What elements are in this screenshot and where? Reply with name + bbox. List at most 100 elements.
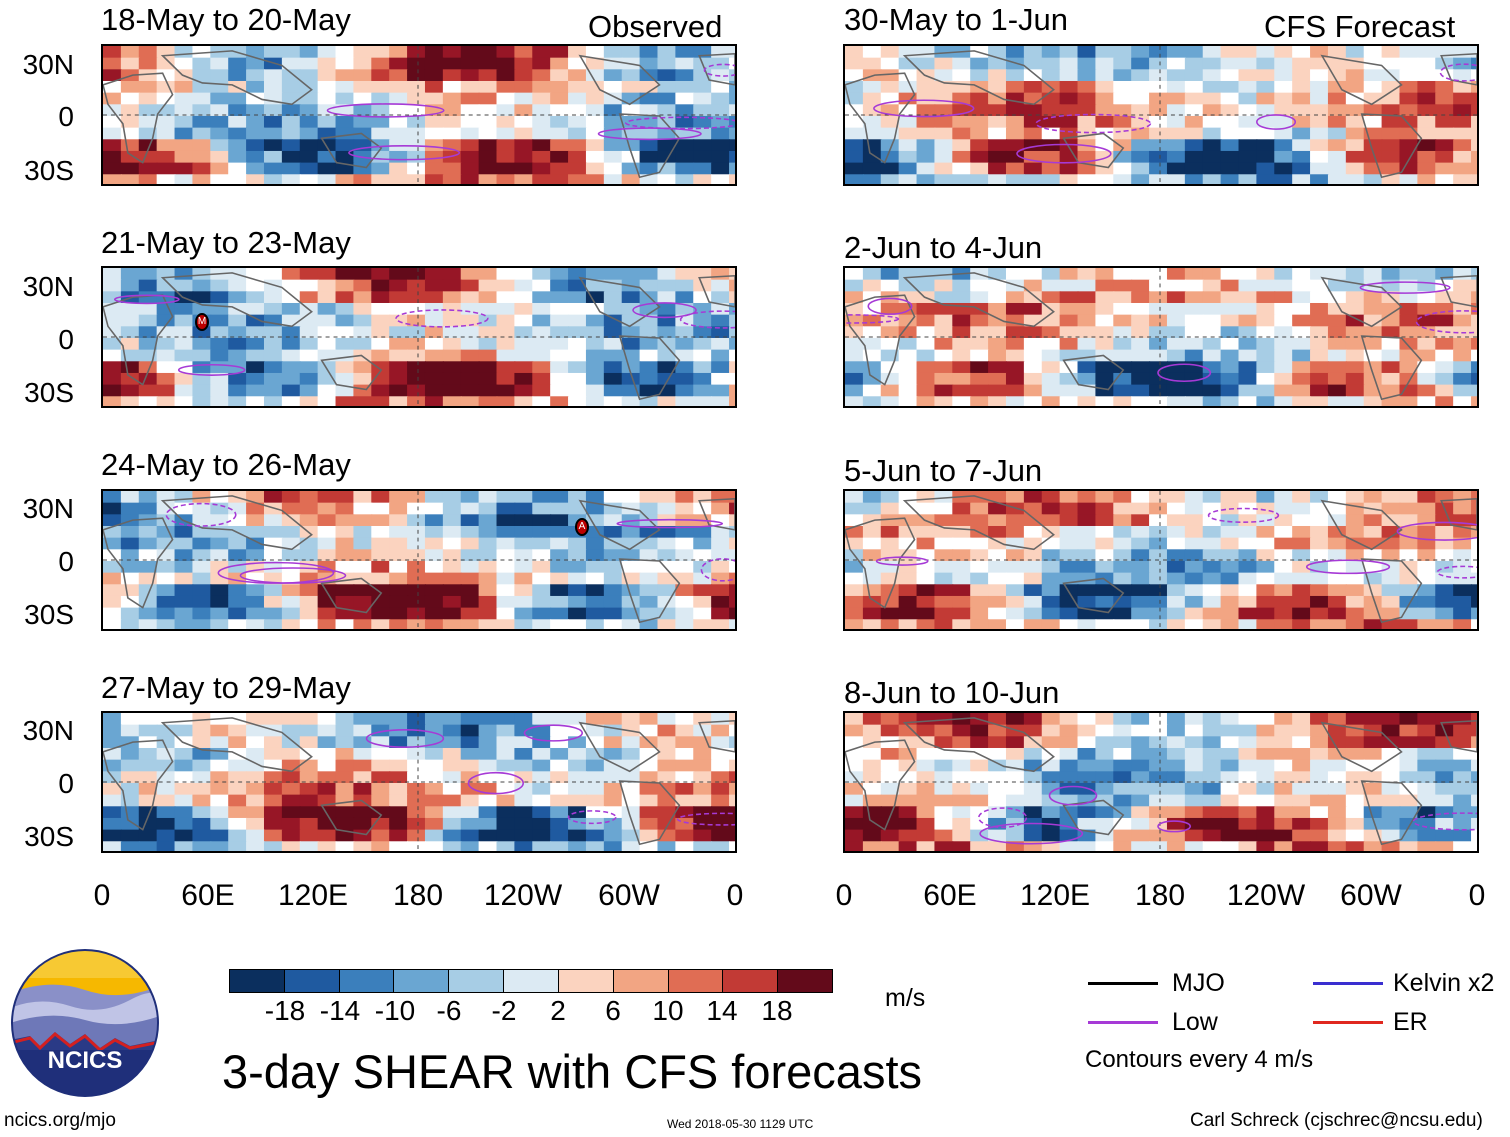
shear-cell (174, 57, 194, 71)
shear-cell (442, 115, 462, 129)
shear-cell (1184, 104, 1204, 117)
colorbar-tick: 14 (706, 995, 738, 1026)
shear-cell (657, 174, 677, 184)
shear-cell (1005, 268, 1025, 281)
shear-cell (460, 337, 480, 351)
shear-cell (1113, 92, 1133, 106)
shear-cell (1399, 829, 1419, 843)
shear-cell (898, 46, 918, 59)
shear-cell (657, 771, 677, 784)
shear-cell (299, 607, 319, 621)
shear-cell (228, 326, 248, 339)
shear-cell (568, 396, 587, 406)
shear-cell (934, 162, 954, 176)
shear-cell (192, 782, 212, 796)
shear-cell (371, 514, 391, 527)
shear-cell (1113, 502, 1133, 516)
shear-cell (1292, 759, 1312, 773)
shear-cell (603, 549, 623, 562)
shear-cell (424, 69, 444, 82)
shear-cell (1166, 302, 1186, 316)
lat-label: 0 (58, 768, 74, 799)
colorbar-swatch (558, 970, 614, 992)
shear-cell (246, 829, 265, 843)
shear-cell (103, 139, 122, 152)
shear-cell (1310, 771, 1329, 784)
shear-cell (1471, 80, 1477, 94)
shear-cell (299, 491, 319, 504)
shear-cell (174, 139, 194, 152)
shear-cell (496, 46, 516, 59)
shear-cell (862, 759, 882, 773)
shear-cell (916, 372, 936, 386)
shear-cell (1256, 549, 1276, 562)
colorbar-swatch (668, 970, 724, 992)
shear-cell (263, 607, 283, 621)
shear-cell (711, 372, 731, 386)
shear-cell (1149, 829, 1168, 843)
shear-cell (478, 139, 498, 152)
shear-cell (103, 268, 122, 281)
shear-cell (442, 302, 462, 316)
shear-cell (1023, 291, 1043, 304)
shear-cell (693, 349, 713, 363)
shear-cell (1417, 302, 1437, 316)
shear-cell (1471, 302, 1477, 316)
shear-cell (514, 291, 534, 304)
shear-cell (1256, 595, 1276, 609)
shear-cell (103, 349, 122, 363)
shear-cell (514, 584, 534, 597)
shear-cell (1453, 372, 1473, 386)
shear-cell (693, 314, 713, 328)
shear-cell (862, 337, 882, 351)
shear-cell (693, 326, 713, 339)
shear-cell (371, 560, 391, 574)
shear-cell (120, 150, 140, 164)
shear-cell (407, 92, 426, 106)
shear-cell (1435, 361, 1455, 374)
shear-cell (1256, 841, 1276, 851)
shear-cell (585, 713, 605, 726)
shear-cell (1292, 302, 1312, 316)
shear-cell (1345, 104, 1365, 117)
low-contour (177, 363, 246, 376)
shear-cell (156, 372, 176, 386)
shear-cell (1399, 502, 1419, 516)
low-contour (679, 310, 735, 329)
coastline (103, 517, 174, 609)
shear-cell (1256, 326, 1276, 339)
shear-cell (1095, 104, 1115, 117)
shear-cell (1220, 713, 1240, 726)
shear-cell (1256, 817, 1276, 831)
low-contour (523, 724, 584, 742)
shear-cell (603, 560, 623, 574)
shear-cell (335, 46, 355, 59)
shear-cell (281, 771, 301, 784)
shear-cell (120, 560, 140, 574)
shear-cell (460, 384, 480, 398)
shear-cell (138, 549, 158, 562)
footer-url[interactable]: ncics.org/mjo (4, 1110, 116, 1131)
shear-cell (424, 268, 444, 281)
shear-cell (934, 396, 954, 406)
shear-cell (1327, 806, 1347, 819)
shear-cell (210, 372, 230, 386)
shear-cell (729, 794, 735, 808)
shear-cell (1220, 607, 1240, 621)
shear-cell (585, 314, 605, 328)
shear-cell (845, 69, 864, 82)
shear-cell (585, 584, 605, 597)
shear-cell (845, 279, 864, 293)
ncics-logo: NCICS (10, 948, 160, 1098)
shear-cell (1149, 549, 1168, 562)
shear-cell (1166, 502, 1186, 516)
shear-cell (1238, 361, 1258, 374)
shear-cell (693, 595, 713, 609)
shear-cell (657, 619, 677, 629)
shear-cell (1453, 771, 1473, 784)
shear-cell (1023, 127, 1043, 141)
shear-cell (1184, 584, 1204, 597)
shear-cell (1220, 92, 1240, 106)
shear-cell (1238, 127, 1258, 141)
shear-cell (1005, 69, 1025, 82)
